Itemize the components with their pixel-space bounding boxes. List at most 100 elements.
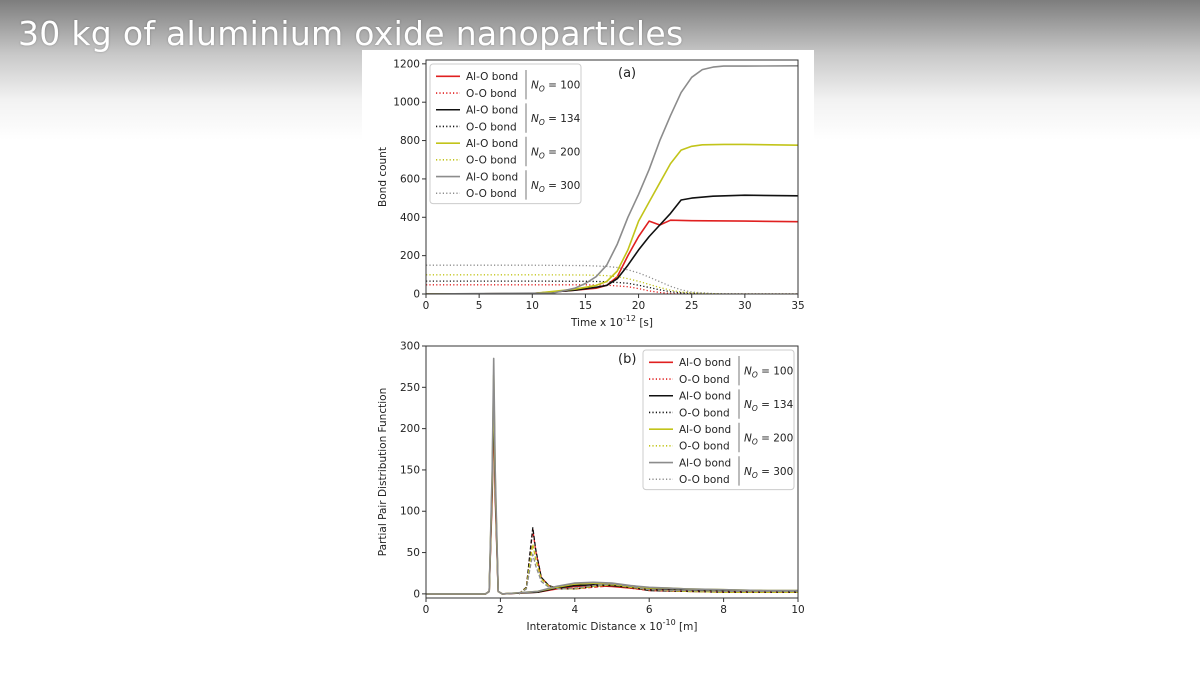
legend-n-symbol: N: [531, 80, 539, 92]
legend-box: [642, 349, 795, 491]
legend-box: [429, 63, 582, 205]
plot-frame: [425, 59, 799, 295]
x-axis-label-exponent: -10: [663, 618, 676, 627]
series-line-o-o-bond-300: [426, 264, 798, 294]
legend-n-value: = 134: [545, 113, 581, 125]
legend-label: Al-O bond: [679, 457, 731, 469]
y-tick-label: 400: [400, 212, 420, 224]
legend-n-symbol: N: [744, 366, 752, 378]
legend-group-label: NO = 134: [744, 399, 794, 413]
legend-n-value: = 100: [758, 366, 794, 378]
legend-n-value: = 100: [545, 80, 581, 92]
x-tick-label: 8: [720, 604, 727, 616]
legend-n-symbol: N: [531, 113, 539, 125]
legend-n-value: = 300: [758, 466, 794, 478]
x-tick-label: 6: [646, 604, 653, 616]
legend-n-subscript: O: [539, 85, 545, 94]
x-tick-label: 30: [738, 300, 751, 312]
legend-n-symbol: N: [744, 433, 752, 445]
legend-label: O-O bond: [466, 88, 517, 100]
legend-label: O-O bond: [679, 441, 730, 453]
chart-panel-a: 0 5 10 15 20 25 30 35 0 200 400 600 800 1000 1200 Time …: [377, 58, 805, 329]
x-tick-label: 4: [571, 604, 578, 616]
figure: 0 5 10 15 20 25 30 35 0 200 400 600 800 1000 1200 Time …: [362, 50, 814, 640]
y-tick-label: 300: [400, 341, 420, 353]
legend-group-label: NO = 200: [744, 433, 793, 447]
figure-svg: 0 5 10 15 20 25 30 35020040060080010001200Time …: [377, 58, 805, 634]
series-line-al-o-bond-200: [426, 143, 798, 294]
series-line-o-o-bond-134: [426, 280, 798, 294]
legend-label: O-O bond: [466, 188, 517, 200]
legend-label: Al-O bond: [466, 71, 518, 83]
legend-n-subscript: O: [539, 118, 545, 127]
legend-n-subscript: O: [752, 404, 758, 413]
series-line-o-o-bond-200: [518, 543, 798, 595]
y-tick-label: 50: [407, 547, 420, 559]
legend-n-subscript: O: [539, 185, 545, 194]
x-tick-label: 10: [526, 300, 539, 312]
panel-label: (a): [618, 66, 636, 81]
legend-n-symbol: N: [744, 466, 752, 478]
legend-n-symbol: N: [531, 147, 539, 159]
series-group: [426, 357, 798, 595]
y-tick-label: 150: [400, 464, 420, 476]
y-tick-label: 250: [400, 382, 420, 394]
y-axis-label: Bond count: [377, 147, 389, 207]
series-line-o-o-bond-100: [518, 528, 798, 595]
y-tick-label: 200: [400, 423, 420, 435]
y-tick-label: 100: [400, 506, 420, 518]
legend-n-value: = 200: [758, 433, 794, 445]
legend-n-subscript: O: [752, 371, 758, 380]
x-axis-label: Interatomic Distance x 10-10 [m]: [527, 618, 698, 633]
legend-label: O-O bond: [466, 155, 517, 167]
legend-group-label: NO = 300: [531, 180, 580, 194]
x-tick-label: 0: [423, 604, 430, 616]
legend-n-value: = 200: [545, 147, 581, 159]
x-tick-label: 0: [423, 300, 430, 312]
x-tick-label: 20: [632, 300, 645, 312]
series-line-o-o-bond-200: [426, 274, 798, 294]
legend-n-symbol: N: [531, 180, 539, 192]
x-tick-label: 25: [685, 300, 698, 312]
y-tick-label: 800: [400, 135, 420, 147]
y-tick-label: 0: [413, 289, 420, 301]
legend-n-subscript: O: [539, 152, 545, 161]
y-tick-label: 0: [413, 588, 420, 600]
legend-label: O-O bond: [466, 121, 517, 133]
legend-label: Al-O bond: [466, 105, 518, 117]
legend-group-label: NO = 300: [744, 466, 793, 480]
x-tick-label: 2: [497, 604, 504, 616]
plot-frame: [425, 345, 799, 599]
legend-label: O-O bond: [679, 374, 730, 386]
y-axis-label: Partial Pair Distribution Function: [377, 388, 389, 556]
x-axis-label-unit: [m]: [676, 621, 698, 633]
x-tick-label: 35: [791, 300, 804, 312]
legend-label: Al-O bond: [679, 357, 731, 369]
y-tick-label: 1000: [393, 97, 420, 109]
legend-n-symbol: N: [744, 399, 752, 411]
series-line-o-o-bond-100: [426, 284, 798, 294]
x-axis-label-exponent: -12: [623, 314, 636, 323]
legend-n-subscript: O: [752, 438, 758, 447]
legend-label: O-O bond: [679, 474, 730, 486]
legend-group-label: NO = 100: [531, 80, 580, 94]
y-tick-label: 600: [400, 173, 420, 185]
slide-title: 30 kg of aluminium oxide nanoparticles: [18, 14, 684, 53]
series-line-o-o-bond-300: [518, 553, 798, 595]
series-line-al-o-bond-134: [426, 194, 798, 294]
legend-label: Al-O bond: [679, 424, 731, 436]
legend-label: O-O bond: [679, 407, 730, 419]
series-line-al-o-bond-300: [426, 357, 798, 595]
legend-group-label: NO = 100: [744, 366, 793, 380]
legend-n-value: = 300: [545, 180, 581, 192]
legend-n-value: = 134: [758, 399, 794, 411]
legend-group-label: NO = 134: [531, 113, 581, 127]
series-line-o-o-bond-134: [518, 527, 798, 595]
legend-n-subscript: O: [752, 471, 758, 480]
x-tick-label: 10: [791, 604, 804, 616]
y-tick-label: 1200: [393, 58, 420, 70]
x-tick-label: 5: [476, 300, 483, 312]
